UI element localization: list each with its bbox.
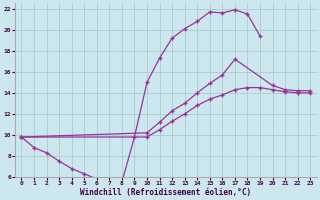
X-axis label: Windchill (Refroidissement éolien,°C): Windchill (Refroidissement éolien,°C)	[80, 188, 252, 197]
